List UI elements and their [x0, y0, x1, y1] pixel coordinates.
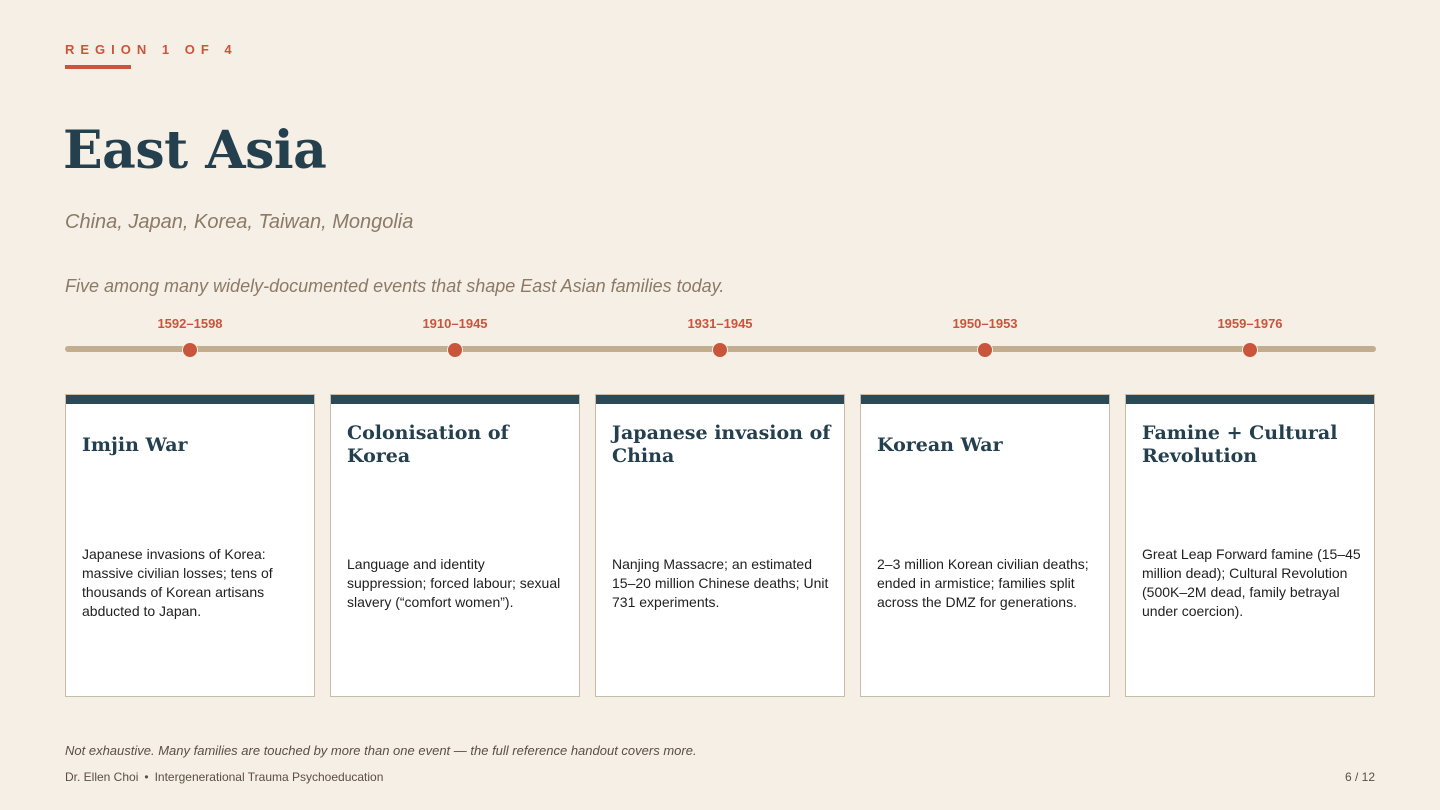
timeline-date: 1959–1976 [1217, 316, 1283, 331]
card-body: Language and identity suppression; force… [347, 555, 561, 610]
timeline-marker: 1950–1953 [860, 316, 1110, 358]
card-top-bar [66, 395, 314, 404]
timeline-date: 1950–1953 [952, 316, 1018, 331]
footnote: Not exhaustive. Many families are touche… [65, 743, 697, 758]
slide-title: East Asia [63, 120, 327, 181]
timeline-dot [447, 342, 463, 358]
footer-separator: • [144, 770, 149, 784]
timeline-marker: 1592–1598 [65, 316, 315, 358]
card-top-bar [596, 395, 844, 404]
card-body: Japanese invasions of Korea: massive civ… [82, 546, 273, 619]
page-number: 6 / 12 [1344, 770, 1375, 784]
timeline-dot [977, 342, 993, 358]
card-title: Colonisation of Korea [347, 422, 509, 467]
eyebrow-accent-bar [65, 65, 131, 69]
card-title: Japanese invasion of China [612, 422, 831, 467]
event-card-korean-war: Korean War 2–3 million Korean civilian d… [860, 394, 1110, 697]
timeline-marker: 1910–1945 [330, 316, 580, 358]
card-top-bar [861, 395, 1109, 404]
footer-author: Dr. Ellen Choi [65, 770, 139, 784]
timeline-marker: 1959–1976 [1125, 316, 1375, 358]
card-body: 2–3 million Korean civilian deaths; ende… [877, 555, 1089, 610]
slide-footer: Dr. Ellen Choi • Intergenerational Trauma … [65, 770, 383, 784]
event-card-colonisation-of-korea: Colonisation of Korea Language and ident… [330, 394, 580, 697]
timeline-dot [712, 342, 728, 358]
card-title: Famine + Cultural Revolution [1142, 422, 1338, 467]
event-card-imjin-war: Imjin War Japanese invasions of Korea: m… [65, 394, 315, 697]
event-card-famine-cultural-revolution: Famine + Cultural Revolution Great Leap … [1125, 394, 1375, 697]
timeline-marker: 1931–1945 [595, 316, 845, 358]
intro-text: Five among many widely-documented events… [65, 276, 725, 296]
event-card-japanese-invasion-of-china: Japanese invasion of China Nanjing Massa… [595, 394, 845, 697]
slide-subtitle: China, Japan, Korea, Taiwan, Mongolia [65, 211, 414, 233]
card-title: Korean War [877, 433, 1003, 456]
timeline-date: 1931–1945 [687, 316, 753, 331]
card-body: Nanjing Massacre; an estimated 15–20 mil… [612, 555, 829, 610]
timeline-dot [182, 342, 198, 358]
card-top-bar [331, 395, 579, 404]
timeline-date: 1592–1598 [157, 316, 223, 331]
card-title: Imjin War [82, 433, 188, 456]
timeline-date: 1910–1945 [422, 316, 488, 331]
card-top-bar [1126, 395, 1374, 404]
region-eyebrow: REGION 1 OF 4 [65, 42, 238, 57]
footer-course: Intergenerational Trauma Psychoeducation [154, 770, 384, 784]
timeline-dot [1242, 342, 1258, 358]
card-body: Great Leap Forward famine (15–45 million… [1142, 546, 1361, 619]
